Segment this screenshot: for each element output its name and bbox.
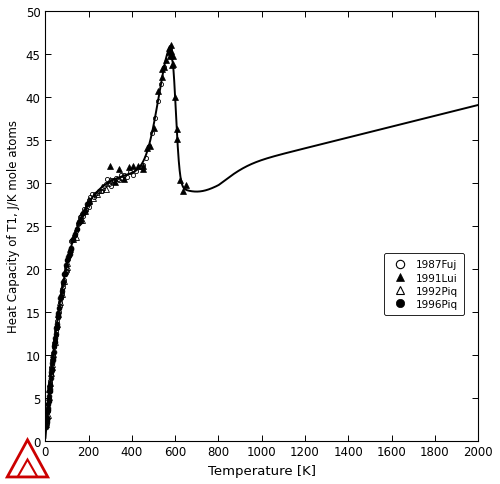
Y-axis label: Heat Capacity of T1, J/K mole atoms: Heat Capacity of T1, J/K mole atoms xyxy=(7,120,20,333)
Legend: 1987Fuj, 1991Lui, 1992Piq, 1996Piq: 1987Fuj, 1991Lui, 1992Piq, 1996Piq xyxy=(384,254,464,316)
X-axis label: Temperature [K]: Temperature [K] xyxy=(208,464,316,477)
